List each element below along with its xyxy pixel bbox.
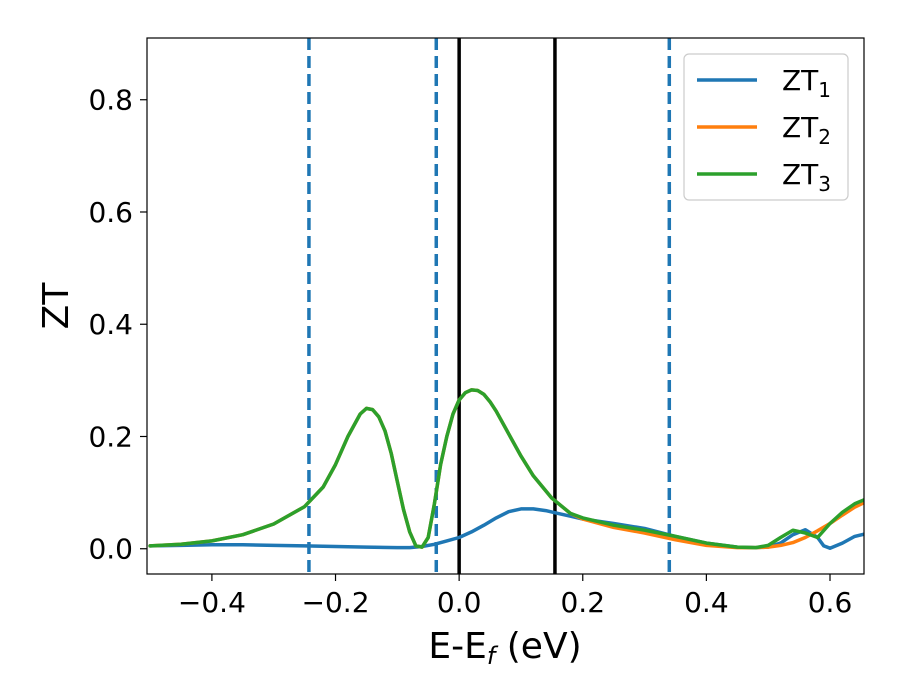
y-axis-label: ZT (36, 282, 77, 330)
x-tick-label: 0.4 (684, 586, 729, 619)
x-axis-label-main: E-E (428, 626, 486, 667)
x-tick-label: 0.0 (437, 586, 482, 619)
y-tick-label: 0.8 (88, 84, 133, 117)
x-tick-label: 0.6 (808, 586, 853, 619)
legend-label-zt2: ZT2 (782, 111, 831, 149)
legend-label-subscript: 3 (818, 172, 831, 196)
legend-label-main: ZT (782, 111, 819, 144)
legend-label-zt1: ZT1 (782, 64, 831, 102)
legend-label-zt3: ZT3 (782, 158, 831, 196)
x-tick-label: −0.4 (178, 586, 246, 619)
x-tick-label: −0.2 (302, 586, 370, 619)
x-axis-label-suffix: (eV) (495, 626, 581, 667)
series-line-zt3 (148, 388, 864, 550)
legend-box (683, 53, 849, 201)
y-tick-label: 0.4 (88, 308, 133, 341)
series-lines (148, 388, 864, 550)
y-tick-label: 0.2 (88, 420, 133, 453)
legend-label-subscript: 2 (818, 125, 831, 149)
x-axis-ticks: −0.4 −0.2 0.0 0.2 0.4 0.6 (178, 574, 852, 619)
y-axis-ticks: 0.0 0.2 0.4 0.6 0.8 (88, 84, 147, 566)
reference-lines (307, 38, 672, 574)
plot-frame (146, 37, 865, 575)
legend-label-subscript: 1 (818, 78, 831, 102)
legend-label-main: ZT (782, 64, 819, 97)
y-tick-label: 0.0 (88, 533, 133, 566)
x-tick-label: 0.2 (560, 586, 605, 619)
x-axis-label: E-Ef (eV) (428, 626, 581, 670)
y-tick-label: 0.6 (88, 196, 133, 229)
legend-label-main: ZT (782, 158, 819, 191)
